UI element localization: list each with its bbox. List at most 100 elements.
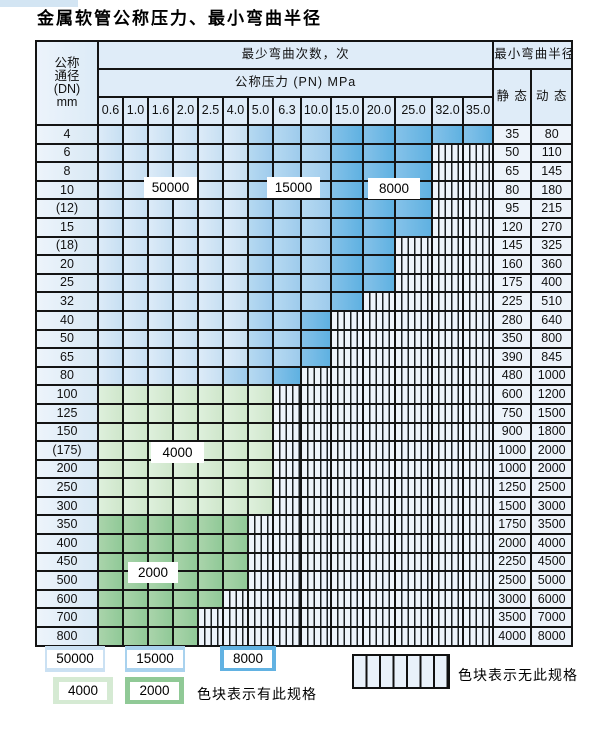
static-value: 1000 [492, 458, 533, 480]
spec-cell-15000 [272, 235, 302, 257]
static-value: 35 [492, 124, 533, 145]
pressure-column-header: 10.0 [300, 96, 332, 126]
spec-cell-15000 [247, 142, 274, 164]
spec-cell-4000 [147, 421, 174, 443]
static-value: 95 [492, 198, 533, 219]
spec-cell-50000 [197, 328, 224, 350]
spec-cell-50000 [197, 179, 224, 201]
spec-cell-50000 [172, 198, 199, 219]
spec-cell-15000 [247, 272, 274, 294]
no-spec-cell [461, 421, 495, 443]
no-spec-cell [330, 402, 364, 424]
spec-cell-8000 [330, 124, 364, 145]
no-spec-cell [272, 607, 302, 629]
no-spec-cell [431, 495, 464, 517]
spec-cell-50000 [172, 235, 199, 257]
no-spec-cell [461, 291, 495, 312]
spec-cell-50000 [147, 272, 174, 294]
spec-cell-50000 [97, 235, 124, 257]
spec-cell-15000 [247, 347, 274, 368]
spec-cell-50000 [172, 142, 199, 164]
no-spec-cell [330, 570, 364, 591]
dynamic-value: 215 [530, 198, 574, 219]
no-spec-cell [461, 477, 495, 498]
spec-cell-50000 [147, 328, 174, 350]
spec-cell-4000 [172, 384, 199, 405]
spec-cell-2000 [222, 551, 249, 573]
spec-cell-2000 [122, 607, 149, 629]
static-value: 480 [492, 365, 533, 387]
spec-cell-50000 [172, 291, 199, 312]
static-value: 390 [492, 347, 533, 368]
row-label: 25 [35, 272, 99, 294]
no-spec-cell [362, 495, 396, 517]
spec-cell-50000 [122, 254, 149, 275]
spec-cell-50000 [172, 272, 199, 294]
static-value: 65 [492, 161, 533, 182]
spec-cell-50000 [147, 309, 174, 331]
spec-cell-4000 [222, 495, 249, 517]
no-spec-cell [431, 570, 464, 591]
spec-cell-8000 [362, 216, 396, 238]
no-spec-cell [300, 607, 332, 629]
spec-cell-4000 [122, 440, 149, 461]
row-label: 6 [35, 142, 99, 164]
spec-cell-50000 [222, 254, 249, 275]
static-value: 1000 [492, 440, 533, 461]
spec-cell-15000 [300, 272, 332, 294]
spec-cell-4000 [147, 402, 174, 424]
spec-cell-8000 [362, 235, 396, 257]
no-spec-cell [362, 384, 396, 405]
spec-cell-50000 [197, 254, 224, 275]
spec-cell-15000 [247, 235, 274, 257]
spec-cell-4000 [172, 495, 199, 517]
spec-cell-50000 [97, 142, 124, 164]
spec-cell-4000 [97, 402, 124, 424]
static-value: 350 [492, 328, 533, 350]
zone-label-15000: 15000 [267, 177, 320, 198]
spec-cell-4000 [122, 458, 149, 480]
spec-cell-50000 [172, 254, 199, 275]
spec-cell-15000 [272, 272, 302, 294]
table-row: (175) 1000 2000 [35, 440, 574, 461]
no-spec-cell [362, 402, 396, 424]
zone-label-2000: 2000 [128, 562, 178, 583]
spec-cell-8000 [330, 291, 364, 312]
spec-cell-50000 [97, 254, 124, 275]
spec-cell-15000 [272, 328, 302, 350]
no-spec-cell [461, 570, 495, 591]
static-value: 4000 [492, 626, 533, 647]
spec-cell-50000 [97, 161, 124, 182]
static-value: 1750 [492, 514, 533, 536]
no-spec-cell [330, 533, 364, 554]
static-value: 750 [492, 402, 533, 424]
no-spec-cell [431, 161, 464, 182]
spec-cell-50000 [172, 365, 199, 387]
spec-cell-8000 [394, 124, 433, 145]
row-label: (18) [35, 235, 99, 257]
dynamic-value: 4500 [530, 551, 574, 573]
no-spec-cell [431, 514, 464, 536]
no-spec-cell [330, 458, 364, 480]
spec-cell-50000 [97, 216, 124, 238]
pressure-column-header: 15.0 [330, 96, 364, 126]
spec-cell-8000 [330, 161, 364, 182]
spec-cell-15000 [300, 124, 332, 145]
spec-cell-4000 [222, 402, 249, 424]
static-value: 145 [492, 235, 533, 257]
spec-cell-4000 [147, 495, 174, 517]
row-label: 250 [35, 477, 99, 498]
no-spec-cell [362, 440, 396, 461]
spec-cell-50000 [122, 365, 149, 387]
spec-cell-4000 [247, 421, 274, 443]
no-spec-cell [247, 588, 274, 610]
no-spec-cell [272, 402, 302, 424]
dynamic-value: 2500 [530, 477, 574, 498]
no-spec-cell [330, 421, 364, 443]
row-label: 80 [35, 365, 99, 387]
zone-label-4000: 4000 [151, 442, 204, 463]
no-spec-cell [461, 347, 495, 368]
spec-cell-50000 [197, 309, 224, 331]
no-spec-cell [431, 365, 464, 387]
spec-cell-50000 [197, 198, 224, 219]
